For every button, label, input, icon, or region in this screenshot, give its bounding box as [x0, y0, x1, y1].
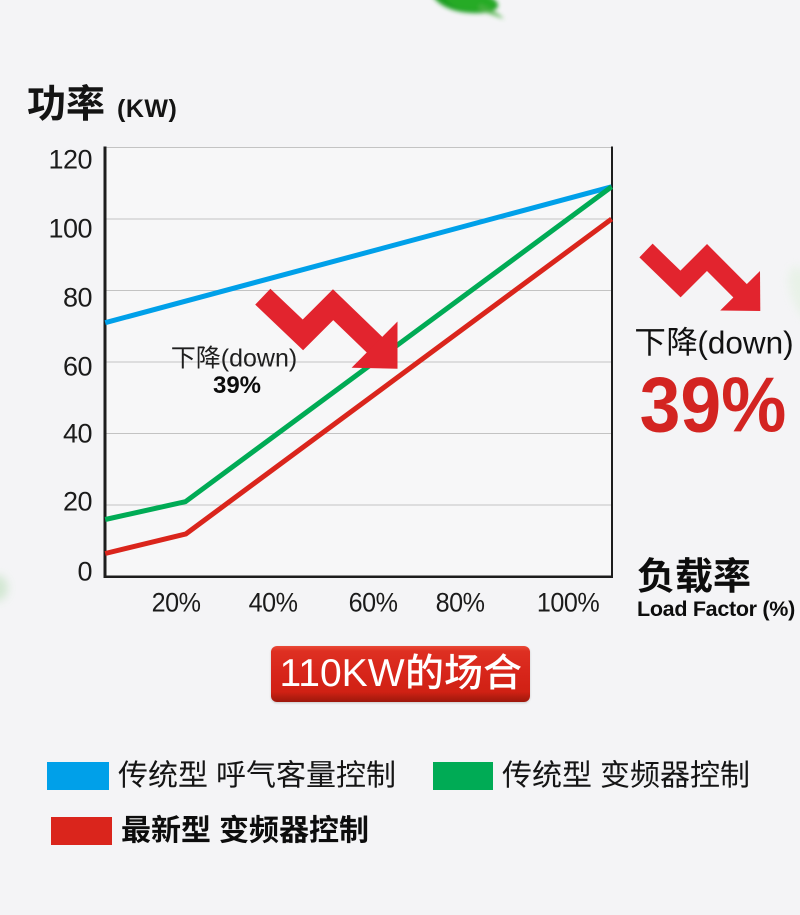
x-axis-title: 负载率 Load Factor (%) — [637, 556, 795, 622]
annotation-right-label: 下降(down)(down) — [634, 325, 794, 362]
leaf-left-icon — [0, 575, 8, 601]
x-tick-label: 60% — [348, 587, 398, 617]
annotation-right-value: 39% — [639, 360, 787, 449]
x-tick-label: 100% — [536, 587, 599, 617]
annotation-mid-value: 39% — [212, 372, 262, 399]
series-line — [104, 184, 614, 522]
x-axis-title-en: Load Factor (%) — [637, 597, 795, 622]
legend-label: 最新型 变频器控制 — [121, 814, 369, 848]
legend-label: 传统型 变频器控制 — [502, 759, 750, 793]
down-arrow-right-icon — [639, 243, 761, 311]
x-axis-title-zh: 负载率 — [637, 556, 795, 597]
legend-label: 传统型 呼气客量控制 — [118, 759, 396, 793]
legend-item-traditional-inverter: 传统型 变频器控制 — [433, 759, 750, 793]
gridlines — [105, 146, 612, 506]
chart-title-text: 功率 — [27, 83, 105, 126]
y-tick-label: 0 — [77, 556, 92, 587]
series-lines — [104, 184, 614, 556]
x-tick-label: 40% — [248, 587, 298, 617]
y-tick-label: 60 — [62, 351, 93, 381]
axes — [103, 146, 614, 579]
annotation-mid-label: 下降(down)(down) — [171, 345, 297, 374]
case-badge: 110KW的场合110KW — [271, 646, 530, 702]
chart-title: 功率 (KW) — [27, 83, 177, 127]
legend-item-newest-inverter: 最新型 变频器控制 — [51, 814, 369, 848]
series-line — [104, 184, 613, 326]
y-tick-label: 80 — [62, 282, 93, 313]
legend-swatch-green — [433, 762, 493, 791]
series-line — [104, 216, 614, 556]
x-tick-label: 80% — [435, 587, 485, 617]
y-tick-label: 40 — [62, 418, 93, 449]
y-tick-label: 120 — [48, 144, 92, 175]
leaf-top-icon — [435, 0, 504, 19]
x-tick-label: 20% — [151, 587, 201, 617]
legend-swatch-blue — [47, 762, 109, 791]
down-arrow-mid-icon — [255, 288, 398, 369]
leaf-right-icon — [788, 266, 800, 324]
legend-item-traditional-capacity: 传统型 呼气客量控制 — [47, 759, 396, 793]
case-badge-label: 110KW的场合110KW — [280, 652, 522, 696]
y-tick-label: 100 — [48, 213, 92, 244]
chart-title-unit: (KW) — [117, 95, 178, 124]
y-tick-label: 20 — [62, 486, 93, 516]
legend-swatch-red — [51, 817, 112, 846]
